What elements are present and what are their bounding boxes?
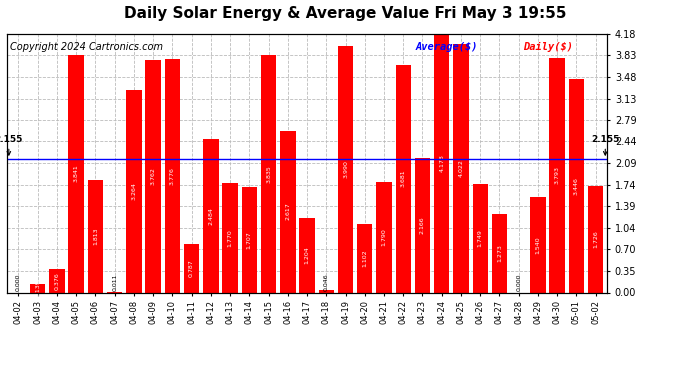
Text: 2.155: 2.155 (591, 135, 620, 155)
Bar (88, 180, 103, 292)
Text: 0.011: 0.011 (112, 274, 117, 291)
Bar (338, 45, 353, 292)
Bar (492, 214, 507, 292)
Text: 3.793: 3.793 (555, 166, 560, 184)
Text: 1.770: 1.770 (228, 229, 233, 247)
Text: 1.813: 1.813 (93, 228, 98, 245)
Bar (473, 184, 488, 292)
Bar (453, 44, 469, 292)
Text: 0.376: 0.376 (55, 272, 59, 290)
Bar (261, 55, 276, 292)
Text: 3.681: 3.681 (401, 170, 406, 188)
Text: Copyright 2024 Cartronics.com: Copyright 2024 Cartronics.com (10, 42, 163, 51)
Bar (126, 90, 141, 292)
Text: Daily($): Daily($) (523, 42, 573, 51)
Bar (299, 218, 315, 292)
Text: 1.726: 1.726 (593, 230, 598, 248)
Bar (549, 58, 565, 292)
Bar (434, 34, 449, 292)
Bar (49, 269, 65, 292)
Text: 4.022: 4.022 (458, 159, 464, 177)
Text: 1.204: 1.204 (304, 246, 310, 264)
Bar (357, 224, 373, 292)
Text: 2.166: 2.166 (420, 217, 425, 234)
Text: 3.835: 3.835 (266, 165, 271, 183)
Text: 0.787: 0.787 (189, 259, 194, 277)
Text: 3.841: 3.841 (74, 165, 79, 183)
Bar (415, 158, 430, 292)
Bar (203, 139, 219, 292)
Bar (569, 79, 584, 292)
Text: 3.264: 3.264 (131, 183, 137, 200)
Text: 2.155: 2.155 (0, 135, 23, 155)
Text: 3.776: 3.776 (170, 167, 175, 184)
Text: 1.707: 1.707 (247, 231, 252, 249)
Text: 1.273: 1.273 (497, 244, 502, 262)
Text: Daily Solar Energy & Average Value Fri May 3 19:55: Daily Solar Energy & Average Value Fri M… (124, 6, 566, 21)
Text: 2.617: 2.617 (285, 202, 290, 220)
Text: 1.790: 1.790 (382, 228, 386, 246)
Text: 1.749: 1.749 (477, 230, 483, 247)
Text: 0.046: 0.046 (324, 274, 329, 291)
Text: 0.139: 0.139 (35, 279, 40, 297)
Text: Average($): Average($) (415, 42, 477, 51)
Bar (319, 290, 334, 292)
Text: 3.762: 3.762 (150, 167, 156, 185)
Bar (165, 59, 180, 292)
Bar (376, 182, 392, 292)
Text: 0.000: 0.000 (16, 274, 21, 291)
Text: 3.990: 3.990 (343, 160, 348, 178)
Text: 2.484: 2.484 (208, 207, 213, 225)
Text: 4.178: 4.178 (440, 154, 444, 172)
Bar (395, 64, 411, 292)
Bar (530, 197, 546, 292)
Text: 3.446: 3.446 (574, 177, 579, 195)
Bar (184, 244, 199, 292)
Text: 0.000: 0.000 (516, 274, 521, 291)
Bar (146, 60, 161, 292)
Bar (280, 130, 295, 292)
Bar (222, 183, 238, 292)
Text: 1.102: 1.102 (362, 250, 367, 267)
Bar (68, 55, 84, 292)
Bar (30, 284, 46, 292)
Bar (588, 186, 603, 292)
Text: 1.540: 1.540 (535, 236, 540, 254)
Bar (241, 187, 257, 292)
